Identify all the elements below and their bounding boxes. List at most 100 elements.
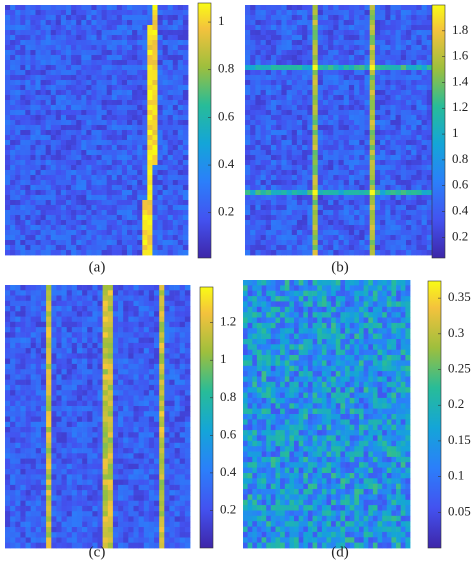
heatmap-texture	[107, 306, 114, 312]
heatmap-texture	[60, 190, 67, 196]
heatmap-texture	[406, 150, 412, 156]
heatmap-texture	[116, 125, 123, 131]
heatmap-texture	[107, 369, 114, 375]
heatmap-texture	[265, 70, 272, 76]
heatmap-texture	[291, 85, 298, 91]
heatmap-texture	[167, 130, 174, 136]
heatmap-texture	[87, 290, 93, 296]
heatmap-texture	[154, 442, 160, 449]
heatmap-texture	[291, 160, 298, 166]
heatmap-texture	[147, 155, 153, 161]
heatmap-texture	[107, 348, 114, 354]
heatmap-texture	[333, 165, 339, 171]
heatmap-texture	[354, 245, 360, 251]
heatmap-texture	[143, 342, 150, 349]
heatmap-texture	[40, 25, 47, 31]
heatmap-texture	[133, 374, 139, 381]
heatmap-texture	[265, 80, 272, 86]
heatmap-texture	[5, 353, 11, 360]
heatmap-texture	[121, 45, 128, 51]
heatmap-texture	[421, 145, 428, 151]
heatmap-texture	[354, 215, 360, 221]
heatmap-texture	[317, 70, 324, 76]
heatmap-texture	[40, 250, 47, 256]
heatmap-texture	[354, 40, 360, 46]
heatmap-texture	[255, 240, 261, 246]
heatmap-texture	[426, 245, 433, 251]
heatmap-texture	[128, 379, 134, 386]
heatmap-texture	[385, 80, 391, 86]
heatmap-texture	[25, 432, 32, 438]
heatmap-texture	[380, 100, 386, 106]
heatmap-texture	[154, 358, 160, 365]
heatmap-texture	[45, 95, 52, 101]
heatmap-texture	[426, 235, 433, 241]
heatmap-texture	[148, 285, 155, 291]
heatmap-texture	[121, 55, 128, 61]
heatmap-texture	[385, 15, 391, 21]
heatmap-texture	[312, 135, 319, 141]
heatmap-texture	[15, 411, 21, 417]
heatmap-texture	[312, 200, 319, 206]
heatmap-texture	[276, 250, 282, 256]
heatmap-texture	[10, 110, 16, 116]
heatmap-texture	[359, 115, 365, 121]
heatmap-texture	[260, 55, 267, 61]
heatmap-texture	[307, 190, 313, 196]
heatmap-texture	[15, 185, 21, 191]
heatmap-texture	[66, 80, 72, 86]
heatmap-texture	[107, 290, 114, 296]
heatmap-texture	[172, 120, 179, 126]
heatmap-texture	[30, 379, 37, 386]
heatmap-texture	[421, 125, 428, 131]
heatmap-texture	[71, 306, 78, 312]
heatmap-texture	[55, 15, 62, 21]
heatmap-texture	[147, 65, 153, 71]
heatmap-texture	[184, 390, 191, 396]
heatmap-texture	[25, 190, 31, 196]
heatmap-texture	[5, 240, 11, 246]
heatmap-texture	[250, 165, 256, 171]
heatmap-texture	[76, 235, 82, 241]
heatmap-texture	[395, 210, 402, 216]
heatmap-texture	[184, 316, 191, 323]
heatmap-texture	[106, 80, 113, 86]
heatmap-texture	[177, 110, 184, 116]
heatmap-texture	[359, 180, 365, 186]
heatmap-texture	[255, 75, 261, 81]
heatmap-texture	[66, 15, 72, 21]
heatmap-texture	[87, 342, 93, 349]
heatmap-texture	[390, 250, 396, 256]
heatmap-texture	[322, 45, 329, 51]
heatmap-texture	[174, 353, 181, 360]
heatmap-texture	[416, 205, 422, 211]
heatmap-texture	[395, 185, 402, 191]
heatmap-texture	[426, 75, 433, 81]
heatmap-texture	[179, 316, 186, 323]
heatmap-texture	[328, 60, 334, 66]
heatmap-texture	[400, 95, 407, 101]
heatmap-texture	[333, 210, 339, 216]
heatmap-texture	[137, 120, 143, 126]
heatmap-texture	[322, 190, 329, 196]
heatmap-texture	[348, 130, 355, 136]
heatmap-texture	[374, 150, 381, 156]
heatmap-texture	[60, 110, 67, 116]
heatmap-texture	[87, 369, 93, 375]
heatmap-texture	[343, 155, 350, 161]
heatmap-texture	[82, 285, 88, 291]
heatmap-texture	[50, 230, 57, 236]
heatmap-texture	[184, 384, 191, 391]
heatmap-texture	[127, 100, 133, 106]
heatmap-texture	[302, 95, 308, 101]
heatmap-texture	[338, 210, 345, 216]
heatmap-texture	[369, 85, 376, 91]
heatmap-texture	[66, 321, 73, 328]
heatmap-texture	[133, 479, 139, 486]
heatmap-texture	[359, 20, 365, 26]
heatmap-texture	[60, 170, 67, 176]
heatmap-texture	[296, 240, 303, 246]
heatmap-texture	[127, 180, 133, 186]
heatmap-texture	[338, 135, 345, 141]
heatmap-texture	[152, 185, 158, 191]
